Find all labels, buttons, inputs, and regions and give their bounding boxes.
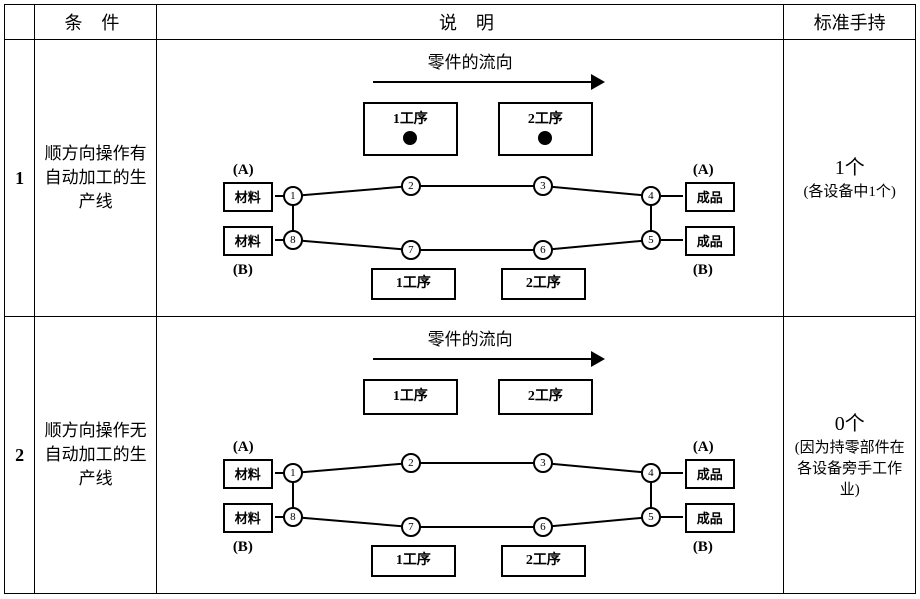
flow-node: 6 [533, 517, 553, 537]
flow-node: 4 [641, 463, 661, 483]
flow-node: 6 [533, 240, 553, 260]
hdr-blank [5, 5, 35, 40]
proc1-box: 1工序 [363, 102, 458, 156]
label-B-bottom-left: (B) [233, 262, 253, 279]
box-材料: 材料 [223, 182, 273, 212]
label-B-bottom-right: (B) [693, 539, 713, 556]
row-condition: 顺方向操作有自动加工的生产线 [35, 40, 156, 317]
row-description: 零件的流向123456781工序2工序(A)材料材料(B)(A)成品成品(B)1… [156, 317, 784, 594]
flow-diagram: 零件的流向123456781工序2工序(A)材料材料(B)(A)成品成品(B)1… [163, 44, 778, 312]
label-A-top-right: (A) [693, 162, 714, 179]
hdr-description: 说 明 [156, 5, 784, 40]
standard-sub: (因为持零部件在各设备旁手工作业) [790, 438, 909, 501]
label-B-bottom-left: (B) [233, 539, 253, 556]
box-成品: 成品 [685, 182, 735, 212]
box-成品: 成品 [685, 459, 735, 489]
box-1工序: 1工序 [371, 545, 456, 577]
standard-sub: (各设备中1个) [790, 182, 909, 203]
hdr-standard: 标准手持 [784, 5, 916, 40]
flow-diagram: 零件的流向123456781工序2工序(A)材料材料(B)(A)成品成品(B)1… [163, 321, 778, 589]
proc2-box: 2工序 [498, 379, 593, 415]
table-header: 条 件 说 明 标准手持 [5, 5, 916, 40]
row-description: 零件的流向123456781工序2工序(A)材料材料(B)(A)成品成品(B)1… [156, 40, 784, 317]
label-B-bottom-right: (B) [693, 262, 713, 279]
row-standard: 0个(因为持零部件在各设备旁手工作业) [784, 317, 916, 594]
flow-node: 1 [283, 463, 303, 483]
flow-node: 8 [283, 507, 303, 527]
flow-node: 3 [533, 176, 553, 196]
proc2-box: 2工序 [498, 102, 593, 156]
box-成品: 成品 [685, 503, 735, 533]
dot-icon [403, 131, 417, 145]
table-row: 1顺方向操作有自动加工的生产线零件的流向123456781工序2工序(A)材料材… [5, 40, 916, 317]
flow-node: 5 [641, 507, 661, 527]
row-index: 1 [5, 40, 35, 317]
hdr-condition: 条 件 [35, 5, 156, 40]
table-row: 2顺方向操作无自动加工的生产线零件的流向123456781工序2工序(A)材料材… [5, 317, 916, 594]
flow-node: 2 [401, 176, 421, 196]
row-standard: 1个(各设备中1个) [784, 40, 916, 317]
standard-main: 0个 [790, 410, 909, 438]
flow-node: 5 [641, 230, 661, 250]
flow-node: 2 [401, 453, 421, 473]
flow-title: 零件的流向 [163, 48, 778, 73]
box-1工序: 1工序 [371, 268, 456, 300]
box-成品: 成品 [685, 226, 735, 256]
flow-node: 7 [401, 240, 421, 260]
flow-node: 7 [401, 517, 421, 537]
box-材料: 材料 [223, 226, 273, 256]
label-A-top-right: (A) [693, 439, 714, 456]
row-condition: 顺方向操作无自动加工的生产线 [35, 317, 156, 594]
standard-main: 1个 [790, 154, 909, 182]
box-2工序: 2工序 [501, 268, 586, 300]
flow-arrow-icon [373, 74, 603, 90]
flow-node: 4 [641, 186, 661, 206]
dot-icon [538, 131, 552, 145]
main-table: 条 件 说 明 标准手持 1顺方向操作有自动加工的生产线零件的流向1234567… [4, 4, 916, 594]
flow-node: 3 [533, 453, 553, 473]
proc1-box: 1工序 [363, 379, 458, 415]
row-index: 2 [5, 317, 35, 594]
label-A-top: (A) [233, 439, 254, 456]
box-2工序: 2工序 [501, 545, 586, 577]
label-A-top: (A) [233, 162, 254, 179]
box-材料: 材料 [223, 503, 273, 533]
box-材料: 材料 [223, 459, 273, 489]
flow-arrow-icon [373, 351, 603, 367]
flow-node: 8 [283, 230, 303, 250]
table-body: 1顺方向操作有自动加工的生产线零件的流向123456781工序2工序(A)材料材… [5, 40, 916, 594]
flow-title: 零件的流向 [163, 325, 778, 350]
flow-node: 1 [283, 186, 303, 206]
